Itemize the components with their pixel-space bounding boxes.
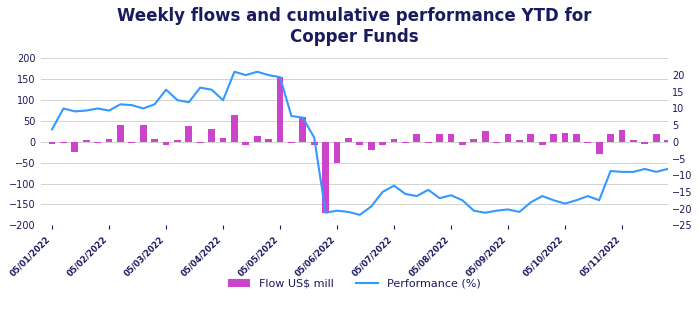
Bar [48, 142, 55, 144]
Bar [186, 126, 192, 142]
Bar [94, 142, 101, 143]
Bar [197, 142, 204, 143]
Performance (%) [618, 170, 626, 174]
Bar [242, 142, 249, 145]
Bar [482, 131, 489, 142]
Bar [71, 142, 78, 152]
Performance (%) [48, 127, 56, 131]
Bar [83, 140, 90, 142]
Bar [368, 142, 374, 150]
Bar [561, 133, 568, 142]
Bar [607, 134, 614, 142]
Bar [311, 142, 318, 145]
Bar [208, 129, 215, 142]
Bar [288, 142, 295, 143]
Bar [664, 140, 671, 142]
Line: Performance (%): Performance (%) [52, 72, 668, 215]
Performance (%) [356, 213, 364, 217]
Bar [391, 138, 398, 142]
Bar [630, 140, 637, 142]
Bar [573, 134, 580, 142]
Performance (%) [196, 86, 204, 90]
Bar [425, 142, 432, 143]
Bar [140, 125, 147, 142]
Bar [641, 142, 648, 144]
Bar [322, 142, 329, 213]
Performance (%) [116, 102, 125, 106]
Bar [516, 140, 523, 142]
Performance (%) [162, 88, 170, 92]
Bar [300, 117, 306, 142]
Bar [106, 138, 113, 142]
Bar [584, 142, 592, 143]
Bar [117, 125, 124, 142]
Bar [356, 142, 363, 145]
Legend: Flow US$ mill, Performance (%): Flow US$ mill, Performance (%) [223, 274, 485, 293]
Bar [379, 142, 386, 145]
Bar [334, 142, 340, 163]
Bar [128, 142, 135, 143]
Title: Weekly flows and cumulative performance YTD for
Copper Funds: Weekly flows and cumulative performance … [117, 7, 592, 46]
Bar [276, 77, 284, 142]
Bar [505, 134, 512, 142]
Bar [254, 136, 260, 142]
Bar [402, 142, 409, 143]
Bar [414, 134, 420, 142]
Bar [345, 138, 352, 142]
Bar [151, 138, 158, 142]
Bar [653, 134, 659, 142]
Performance (%) [287, 114, 295, 118]
Bar [527, 134, 534, 142]
Bar [162, 142, 169, 145]
Bar [619, 130, 625, 142]
Bar [596, 142, 603, 154]
Performance (%) [652, 170, 660, 174]
Bar [539, 142, 545, 145]
Bar [174, 140, 181, 142]
Bar [470, 138, 477, 142]
Bar [231, 115, 238, 142]
Performance (%) [230, 70, 239, 74]
Bar [447, 134, 454, 142]
Bar [459, 142, 466, 145]
Bar [265, 138, 272, 142]
Performance (%) [664, 167, 672, 171]
Bar [60, 142, 67, 143]
Bar [436, 134, 443, 142]
Bar [494, 142, 500, 143]
Bar [220, 138, 227, 142]
Bar [550, 134, 557, 142]
